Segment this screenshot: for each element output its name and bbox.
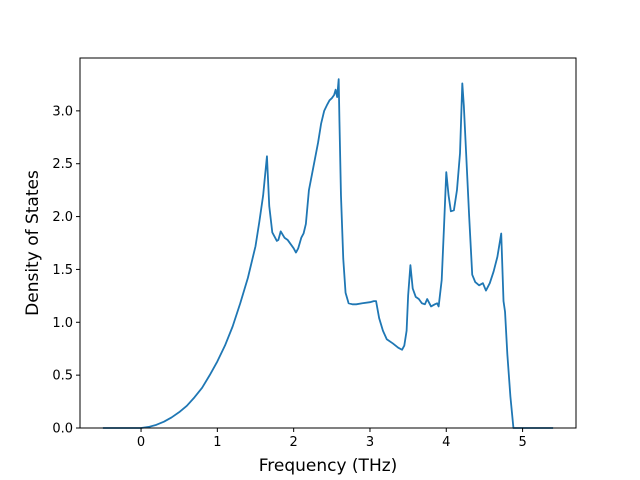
y-tick-label: 1.0 (52, 316, 73, 331)
x-tick-label: 2 (290, 435, 298, 450)
y-tick-label: 0.5 (52, 369, 73, 384)
y-axis-label: Density of States (23, 170, 43, 316)
x-axis-ticks: 0 1 2 3 4 5 (137, 428, 527, 450)
dos-series-line-0 (102, 78, 554, 429)
x-tick-label: 5 (518, 435, 526, 450)
y-axis-ticks: 0.0 0.5 1.0 1.5 2.0 2.5 3.0 (52, 104, 80, 437)
y-tick-label: 3.0 (52, 104, 73, 119)
y-tick-label: 2.0 (52, 210, 73, 225)
y-tick-label: 0.0 (52, 422, 73, 437)
x-axis-label: Frequency (THz) (259, 456, 398, 476)
y-tick-label: 2.5 (52, 157, 73, 172)
x-tick-label: 3 (366, 435, 374, 450)
x-tick-label: 4 (442, 435, 450, 450)
x-tick-label: 1 (213, 435, 221, 450)
axes-frame (79, 57, 577, 429)
x-tick-label: 0 (137, 435, 145, 450)
plot-area (102, 78, 554, 429)
y-tick-label: 1.5 (52, 263, 73, 278)
